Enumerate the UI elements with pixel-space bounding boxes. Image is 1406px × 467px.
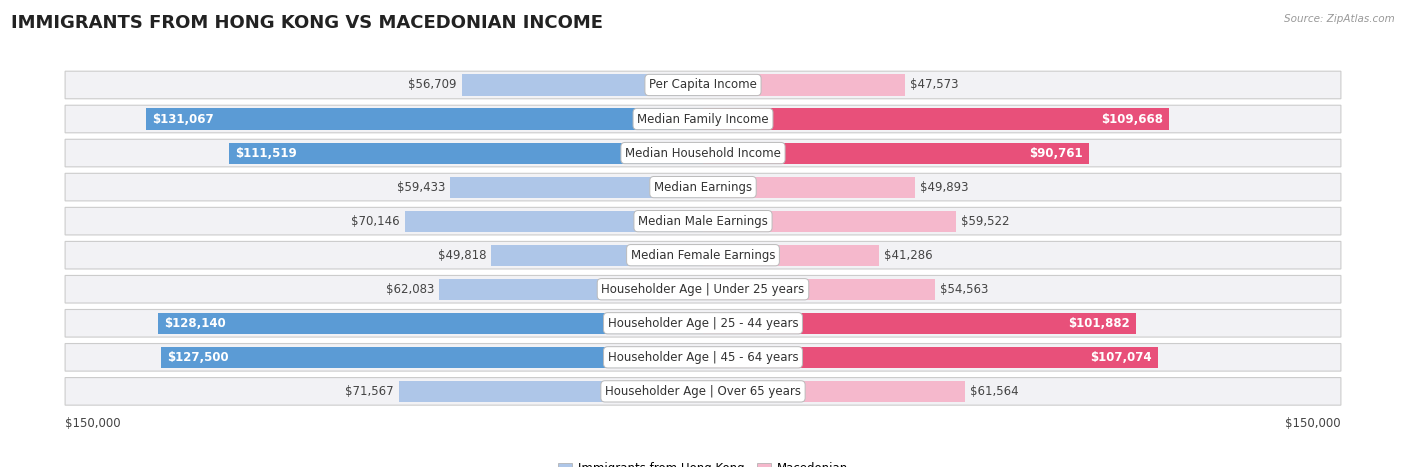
Bar: [491, 245, 703, 266]
Text: $56,709: $56,709: [408, 78, 457, 92]
Bar: [703, 177, 915, 198]
FancyBboxPatch shape: [65, 139, 1341, 167]
Text: $150,000: $150,000: [1285, 417, 1341, 430]
Text: IMMIGRANTS FROM HONG KONG VS MACEDONIAN INCOME: IMMIGRANTS FROM HONG KONG VS MACEDONIAN …: [11, 14, 603, 32]
Bar: [703, 142, 1090, 163]
Bar: [405, 211, 703, 232]
Bar: [146, 108, 703, 129]
Bar: [450, 177, 703, 198]
Text: $62,083: $62,083: [385, 283, 434, 296]
Bar: [399, 381, 703, 402]
Text: $131,067: $131,067: [152, 113, 214, 126]
Text: $150,000: $150,000: [65, 417, 121, 430]
Text: Householder Age | Over 65 years: Householder Age | Over 65 years: [605, 385, 801, 398]
Bar: [703, 313, 1136, 334]
Text: Median Earnings: Median Earnings: [654, 181, 752, 194]
Bar: [703, 279, 935, 300]
Text: $61,564: $61,564: [970, 385, 1018, 398]
Text: Householder Age | Under 25 years: Householder Age | Under 25 years: [602, 283, 804, 296]
Text: $101,882: $101,882: [1069, 317, 1130, 330]
Bar: [160, 347, 703, 368]
Text: $59,433: $59,433: [396, 181, 446, 194]
FancyBboxPatch shape: [65, 71, 1341, 99]
Text: Median Male Earnings: Median Male Earnings: [638, 215, 768, 227]
Bar: [157, 313, 703, 334]
Bar: [229, 142, 703, 163]
Text: Median Family Income: Median Family Income: [637, 113, 769, 126]
FancyBboxPatch shape: [65, 241, 1341, 269]
Bar: [703, 74, 905, 96]
FancyBboxPatch shape: [65, 310, 1341, 337]
Text: Source: ZipAtlas.com: Source: ZipAtlas.com: [1284, 14, 1395, 24]
Bar: [461, 74, 703, 96]
FancyBboxPatch shape: [65, 207, 1341, 235]
Text: $47,573: $47,573: [911, 78, 959, 92]
Text: Householder Age | 45 - 64 years: Householder Age | 45 - 64 years: [607, 351, 799, 364]
Text: $41,286: $41,286: [884, 249, 932, 262]
Bar: [703, 347, 1159, 368]
Bar: [703, 211, 956, 232]
Text: $49,818: $49,818: [437, 249, 486, 262]
Text: Median Female Earnings: Median Female Earnings: [631, 249, 775, 262]
Text: $54,563: $54,563: [941, 283, 988, 296]
Bar: [703, 381, 965, 402]
Text: $70,146: $70,146: [352, 215, 399, 227]
FancyBboxPatch shape: [65, 378, 1341, 405]
Text: $109,668: $109,668: [1101, 113, 1163, 126]
Text: Median Household Income: Median Household Income: [626, 147, 780, 160]
Text: $71,567: $71,567: [344, 385, 394, 398]
Legend: Immigrants from Hong Kong, Macedonian: Immigrants from Hong Kong, Macedonian: [554, 458, 852, 467]
Text: $111,519: $111,519: [235, 147, 297, 160]
FancyBboxPatch shape: [65, 344, 1341, 371]
Text: Per Capita Income: Per Capita Income: [650, 78, 756, 92]
FancyBboxPatch shape: [65, 173, 1341, 201]
FancyBboxPatch shape: [65, 105, 1341, 133]
Bar: [703, 245, 879, 266]
Text: $128,140: $128,140: [165, 317, 226, 330]
Text: Householder Age | 25 - 44 years: Householder Age | 25 - 44 years: [607, 317, 799, 330]
Text: $59,522: $59,522: [962, 215, 1010, 227]
Bar: [439, 279, 703, 300]
Bar: [703, 108, 1170, 129]
Text: $90,761: $90,761: [1029, 147, 1083, 160]
Text: $49,893: $49,893: [921, 181, 969, 194]
Text: $127,500: $127,500: [167, 351, 229, 364]
FancyBboxPatch shape: [65, 276, 1341, 303]
Text: $107,074: $107,074: [1090, 351, 1152, 364]
